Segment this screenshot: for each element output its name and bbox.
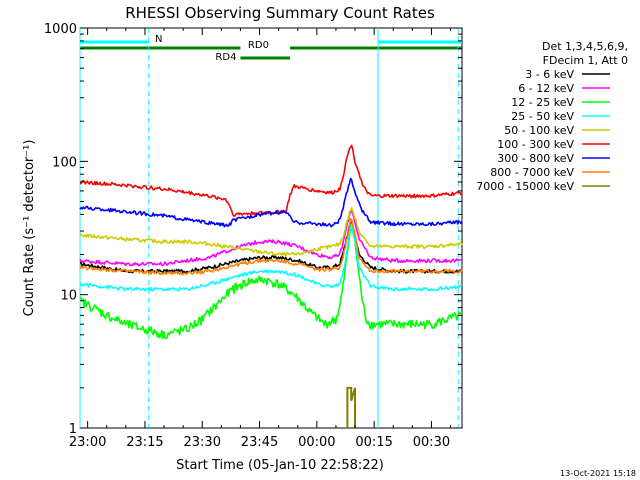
- legend: Det 1,3,4,5,6,9,FDecim 1, Att 03 - 6 keV…: [476, 40, 628, 193]
- legend-label: 3 - 6 keV: [525, 68, 574, 81]
- y-tick-label: 1000: [44, 22, 77, 37]
- generated-timestamp: 13-Oct-2021 15:18: [560, 469, 636, 478]
- x-axis-label: Start Time (05-Jan-10 22:58:22): [176, 458, 384, 473]
- x-tick-label: 23:45: [241, 435, 278, 450]
- y-tick-label: 100: [52, 155, 77, 170]
- series-7000-15000-kev: [346, 386, 356, 428]
- x-tick-label: 00:30: [413, 435, 450, 450]
- series-12-25-kev: [79, 228, 463, 340]
- y-axis-label: Count Rate (s⁻¹ detector⁻¹): [22, 140, 37, 317]
- x-tick-label: 23:00: [69, 435, 106, 450]
- plot-frame: [79, 27, 463, 429]
- legend-label: 7000 - 15000 keV: [476, 180, 574, 193]
- y-tick-label: 10: [60, 289, 77, 304]
- legend-header: FDecim 1, Att 0: [543, 54, 628, 67]
- x-tick-label: 23:30: [184, 435, 221, 450]
- series-3-6-kev: [79, 221, 463, 274]
- legend-label: 25 - 50 keV: [511, 110, 574, 123]
- legend-label: 300 - 800 keV: [497, 152, 574, 165]
- series-lines: [79, 144, 463, 428]
- chart-title: RHESSI Observing Summary Count Rates: [125, 4, 435, 22]
- state-label-n: N: [155, 34, 162, 45]
- legend-label: 50 - 100 keV: [504, 124, 574, 137]
- series-50-100-kev: [79, 207, 463, 257]
- series-25-50-kev: [79, 223, 463, 292]
- axes: 23:00 23:15 23:30 23:45 00:00 00:15 00:30 1 10 10…: [44, 22, 462, 450]
- instrument-state-lines: [79, 28, 459, 428]
- legend-label: 6 - 12 keV: [518, 82, 574, 95]
- state-label-rd0: RD0: [248, 40, 269, 51]
- state-label-rd4: RD4: [215, 52, 236, 63]
- legend-label: 100 - 300 keV: [497, 138, 574, 151]
- legend-label: 800 - 7000 keV: [490, 166, 574, 179]
- x-tick-label: 00:00: [298, 435, 335, 450]
- legend-header: Det 1,3,4,5,6,9,: [542, 40, 628, 53]
- x-tick-label: 23:15: [126, 435, 163, 450]
- x-tick-label: 00:15: [355, 435, 392, 450]
- series-800-7000-kev: [79, 218, 463, 276]
- series-100-300-kev: [79, 144, 463, 217]
- legend-label: 12 - 25 keV: [511, 96, 574, 109]
- y-tick-label: 1: [69, 422, 77, 437]
- state-bars: N RD0 RD4: [80, 34, 462, 63]
- series-300-800-kev: [79, 177, 463, 228]
- series-6-12-kev: [79, 210, 463, 267]
